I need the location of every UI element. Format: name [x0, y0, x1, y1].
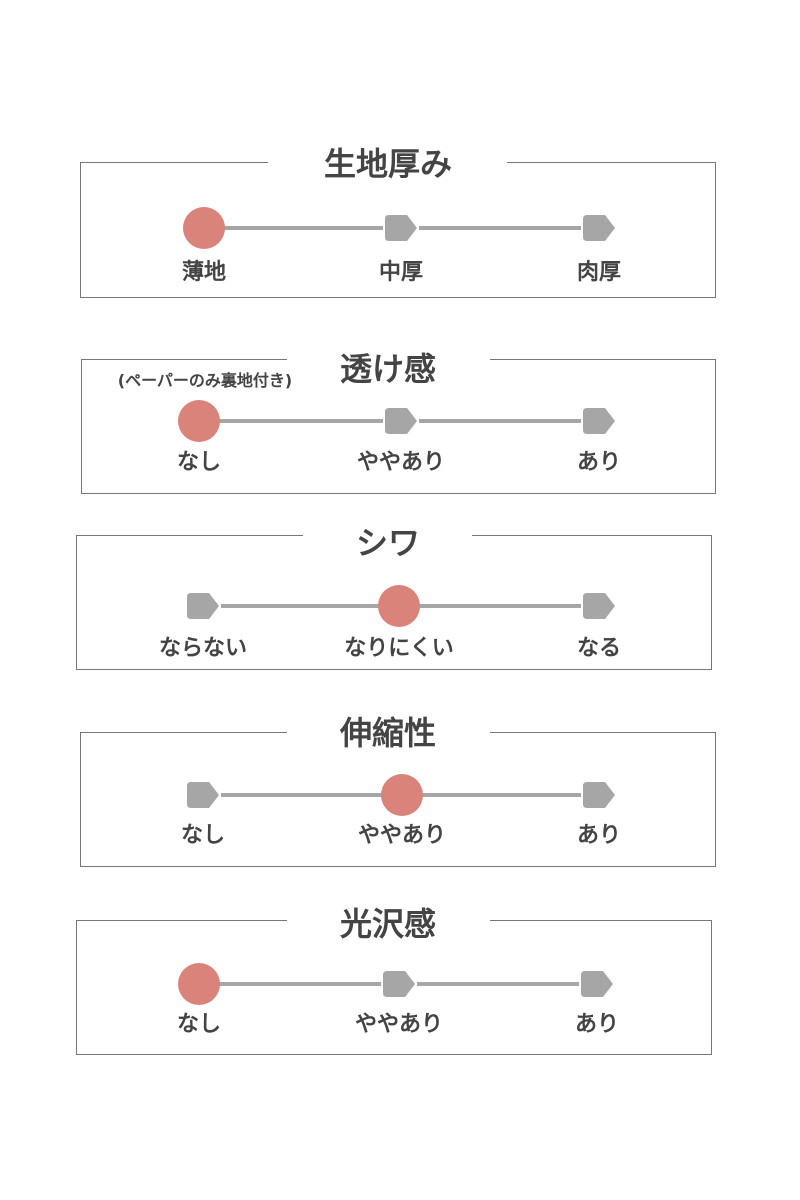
- scale-line: [417, 604, 581, 608]
- unselected-marker: [187, 782, 219, 808]
- unselected-marker: [383, 971, 415, 997]
- section-title: 伸縮性: [339, 708, 437, 754]
- scale-line: [222, 226, 383, 230]
- scale-line: [221, 604, 381, 608]
- option-label: 薄地: [181, 260, 227, 285]
- selected-marker: [378, 585, 420, 627]
- unselected-marker: [187, 593, 219, 619]
- option-label: なる: [576, 636, 622, 661]
- unselected-marker: [581, 971, 613, 997]
- option-label: 中厚: [378, 260, 424, 285]
- unselected-marker: [583, 593, 615, 619]
- unselected-marker: [385, 408, 417, 434]
- option-label: ならない: [158, 636, 248, 661]
- selected-marker: [381, 774, 423, 816]
- unselected-marker: [583, 408, 615, 434]
- selected-marker: [178, 963, 220, 1005]
- option-label: なし: [176, 450, 222, 475]
- scale-line: [420, 793, 581, 797]
- scale-line: [419, 419, 581, 423]
- option-label: なし: [176, 1012, 222, 1037]
- scale-line: [419, 226, 581, 230]
- option-label: あり: [576, 823, 622, 848]
- section-note: (ペーパーのみ裏地付き): [117, 371, 293, 390]
- scale-line: [417, 982, 579, 986]
- section-title: シワ: [355, 518, 421, 564]
- option-label: ややあり: [356, 450, 446, 475]
- selected-marker: [183, 207, 225, 249]
- option-label: なりにくい: [344, 636, 454, 661]
- option-label: あり: [576, 450, 622, 475]
- unselected-marker: [385, 215, 417, 241]
- option-label: なし: [180, 823, 226, 848]
- selected-marker: [178, 400, 220, 442]
- scale-line: [221, 793, 384, 797]
- option-label: 肉厚: [576, 260, 622, 285]
- section-title: 生地厚み: [323, 139, 453, 185]
- section-title: 光沢感: [339, 899, 437, 945]
- scale-line: [217, 419, 383, 423]
- scale-line: [217, 982, 381, 986]
- section-title: 透け感: [339, 344, 437, 390]
- unselected-marker: [583, 782, 615, 808]
- option-label: あり: [574, 1012, 620, 1037]
- option-label: ややあり: [354, 1012, 444, 1037]
- unselected-marker: [583, 215, 615, 241]
- option-label: ややあり: [357, 823, 447, 848]
